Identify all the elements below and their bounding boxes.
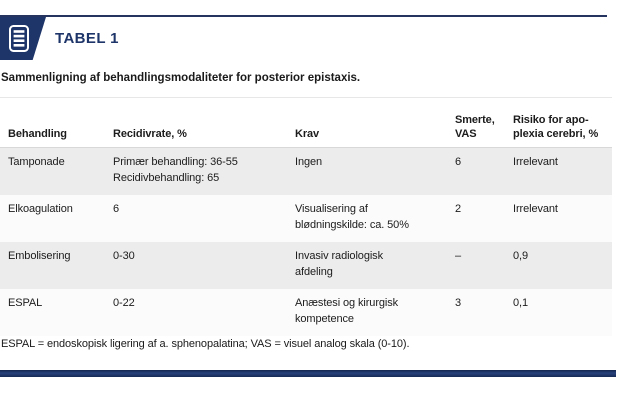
- table-row-espal: ESPAL 0-22 Anæstesi og kirurgisk kompete…: [0, 289, 612, 336]
- top-divider-rule: [0, 15, 607, 17]
- cell-smerte-vas: –: [455, 250, 462, 262]
- cell-smerte-vas: 6: [455, 156, 462, 168]
- cell-recidivrate: Primær behandling: 36-55 Recidivbehandli…: [113, 156, 238, 184]
- cell-behandling: ESPAL: [8, 297, 43, 309]
- column-header-risiko-apoplexia: Risiko for apo- plexia cerebri, %: [513, 114, 599, 140]
- column-header-recidivrate: Recidivrate, %: [113, 128, 187, 140]
- cell-krav: Invasiv radiologisk afdeling: [295, 250, 383, 278]
- cell-behandling: Embolisering: [8, 250, 71, 262]
- bottom-divider-bar: [0, 370, 616, 377]
- cell-recidivrate: 0-30: [113, 250, 135, 262]
- cell-risiko: 0,9: [513, 250, 528, 262]
- table-header-row: Behandling Recidivrate, % Krav Smerte, V…: [0, 98, 612, 148]
- comparison-table: Behandling Recidivrate, % Krav Smerte, V…: [0, 97, 612, 336]
- column-header-smerte-vas: Smerte, VAS: [455, 114, 495, 140]
- cell-smerte-vas: 2: [455, 203, 462, 215]
- table-title: Sammenligning af behandlingsmodaliteter …: [1, 72, 361, 84]
- cell-risiko: Irrelevant: [513, 156, 558, 168]
- table-footnote: ESPAL = endoskopisk ligering af a. sphen…: [1, 338, 410, 350]
- column-header-krav: Krav: [295, 128, 320, 140]
- cell-krav: Visualisering af blødningskilde: ca. 50%: [295, 203, 409, 231]
- cell-risiko: Irrelevant: [513, 203, 558, 215]
- table-row-tamponade: Tamponade Primær behandling: 36-55 Recid…: [0, 148, 612, 195]
- cell-krav: Anæstesi og kirurgisk kompetence: [295, 297, 399, 325]
- table-row-elkoagulation: Elkoagulation 6 Visualisering af blødnin…: [0, 195, 612, 242]
- table-row-embolisering: Embolisering 0-30 Invasiv radiologisk af…: [0, 242, 612, 289]
- table-badge-label: TABEL 1: [55, 30, 119, 47]
- cell-risiko: 0,1: [513, 297, 528, 309]
- cell-behandling: Elkoagulation: [8, 203, 73, 215]
- cell-recidivrate: 0-22: [113, 297, 135, 309]
- table-badge: [0, 17, 46, 60]
- column-header-behandling: Behandling: [8, 128, 67, 140]
- cell-smerte-vas: 3: [455, 297, 462, 309]
- cell-krav: Ingen: [295, 156, 323, 168]
- cell-recidivrate: 6: [113, 203, 120, 215]
- cell-behandling: Tamponade: [8, 156, 65, 168]
